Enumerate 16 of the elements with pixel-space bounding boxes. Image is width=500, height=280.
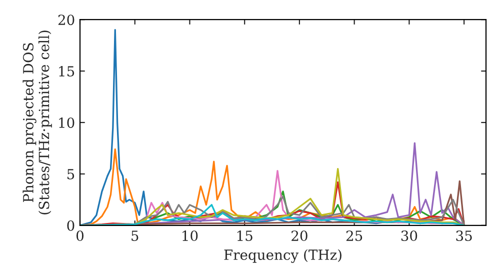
- x-tick-label: 25: [346, 230, 362, 242]
- x-tick-label: 20: [292, 230, 308, 242]
- x-tick-label: 30: [401, 230, 418, 242]
- y-tick-label: 15: [59, 66, 74, 77]
- x-tick-label: 10: [182, 230, 198, 242]
- x-axis-title: Frequency (THz): [224, 249, 342, 263]
- x-tick-label: 5: [132, 230, 138, 242]
- y-tick-label: 10: [59, 117, 74, 128]
- x-tick-label: 0: [76, 230, 84, 242]
- y-tick-label: 5: [67, 169, 74, 180]
- line-series: [80, 204, 465, 226]
- x-tick-label: 15: [237, 230, 252, 242]
- y-tick-label: 0: [67, 220, 74, 231]
- x-tick-label: 35: [456, 230, 472, 242]
- y-tick-label: 20: [58, 14, 74, 26]
- y-axis-title: Phonon projected DOS (States/THz·primitive cell): [22, 30, 52, 214]
